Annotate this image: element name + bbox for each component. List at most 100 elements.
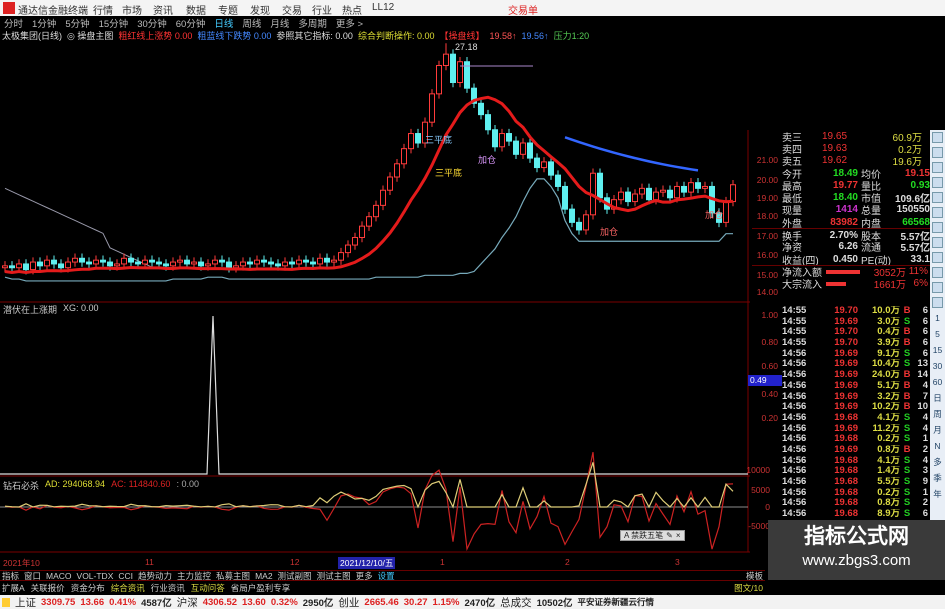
- period-tab[interactable]: 日线: [214, 19, 234, 30]
- period-tab[interactable]: 30分钟: [137, 19, 167, 30]
- period-shortcut[interactable]: 5: [935, 329, 940, 339]
- stock-name[interactable]: 太极集团(日线): [2, 31, 62, 41]
- trade-ticks-list[interactable]: 14:55 19.70 10.0万 B 6 14:55 19.69 3.0万 S 6 14:55 19…: [752, 306, 930, 520]
- info-tab[interactable]: 省局户盈利专享: [230, 582, 291, 593]
- stat-row: 净资 6.26 流通 5.57亿: [752, 241, 930, 253]
- period-tab[interactable]: 分时: [4, 19, 24, 30]
- info-tab[interactable]: 资金分布: [70, 582, 105, 593]
- toolbar-icon[interactable]: [932, 162, 943, 173]
- menu-item[interactable]: 发现: [250, 6, 270, 17]
- toolbar-icon[interactable]: [932, 132, 943, 143]
- indicator-tab[interactable]: 设置: [377, 570, 395, 581]
- toolbar-icon[interactable]: [932, 147, 943, 158]
- toolbar-icon[interactable]: [932, 207, 943, 218]
- formula-name[interactable]: ◎ 操盘主图: [67, 31, 114, 41]
- indicator-tab[interactable]: 窗口: [24, 570, 42, 581]
- menu-item[interactable]: 数据: [186, 6, 206, 17]
- period-shortcut[interactable]: 日: [933, 393, 942, 403]
- period-tab[interactable]: 多周期: [298, 19, 327, 30]
- menu-item[interactable]: 行业: [312, 6, 332, 17]
- menu-item[interactable]: 热点: [342, 6, 362, 17]
- info-tab[interactable]: 关联报价: [30, 582, 65, 593]
- indicator-tab[interactable]: 趋势动力: [138, 570, 173, 581]
- resistance-line: [4, 187, 153, 268]
- indicator-tab[interactable]: 测试主图: [316, 570, 351, 581]
- info-tab[interactable]: 扩展A: [2, 582, 25, 593]
- period-shortcut[interactable]: 多: [933, 457, 942, 467]
- toolbar-icon[interactable]: [932, 267, 943, 278]
- toolbar-icon[interactable]: [932, 177, 943, 188]
- indicator-tab[interactable]: 测试副图: [277, 570, 312, 581]
- ask-volume: 60.9万: [892, 132, 922, 143]
- index-v: 2665.46: [364, 596, 399, 608]
- toolbar-icon[interactable]: [932, 252, 943, 263]
- indicator-tab[interactable]: 指标: [2, 570, 20, 581]
- period-tab[interactable]: 更多 >: [335, 19, 364, 30]
- period-tab[interactable]: 周线: [242, 19, 262, 30]
- period-shortcut[interactable]: 60: [932, 377, 943, 387]
- indicator-tab[interactable]: VOL-TDX: [76, 570, 114, 581]
- period-shortcut[interactable]: 1: [935, 313, 940, 323]
- indicator-tab[interactable]: 私募主图: [216, 570, 251, 581]
- trade-row: 14:56 19.69 5.1万 B 4: [752, 381, 930, 392]
- menu-item[interactable]: 行情: [93, 6, 113, 17]
- menu-item[interactable]: 交易: [282, 6, 302, 17]
- flow-bar: [826, 281, 846, 286]
- toolbar-icon[interactable]: [932, 222, 943, 233]
- trade-link[interactable]: 交易单: [508, 6, 538, 17]
- ask-row[interactable]: 卖三 19.65 60.9万: [752, 130, 930, 143]
- ask-row[interactable]: 卖四 19.63 0.2万: [752, 142, 930, 155]
- info-tab[interactable]: 互动问答: [190, 582, 225, 593]
- menu-item[interactable]: LL12: [372, 2, 395, 13]
- ma-line: [4, 95, 734, 274]
- indicator-tab[interactable]: 主力监控: [177, 570, 212, 581]
- period-tab[interactable]: 1分钟: [32, 19, 57, 30]
- toolbar-icon[interactable]: [932, 192, 943, 203]
- index-c: 13.60: [242, 596, 266, 608]
- index-a: 2950亿: [302, 598, 334, 609]
- period-tab[interactable]: 月线: [270, 19, 290, 30]
- toolbar-icon[interactable]: [932, 237, 943, 248]
- trade-price: 19.68: [834, 466, 858, 477]
- period-tab[interactable]: 15分钟: [98, 19, 129, 30]
- candle: [380, 185, 386, 211]
- template-tab[interactable]: 模板: [745, 570, 763, 581]
- toolbox-label[interactable]: A 禁跌五笔: [624, 531, 664, 540]
- trade-volume: 0.2万: [877, 434, 900, 445]
- ask-row[interactable]: 卖五 19.62 19.6万: [752, 155, 930, 167]
- drawing-toolbox[interactable]: A 禁跌五笔 ✎ ×: [620, 530, 685, 541]
- indicator-tab[interactable]: 更多: [355, 570, 373, 581]
- period-shortcut[interactable]: 15: [932, 345, 943, 355]
- trade-volume: 0.8万: [877, 498, 900, 509]
- period-shortcut[interactable]: 年: [933, 489, 942, 499]
- menu-item[interactable]: 专题: [218, 6, 238, 17]
- index-name[interactable]: 上证: [15, 596, 36, 609]
- indicator-tab[interactable]: MA2: [255, 570, 273, 581]
- toolbar-icon[interactable]: [932, 282, 943, 293]
- graphic-tab[interactable]: 图文/10: [734, 582, 763, 593]
- market-icon[interactable]: [2, 597, 10, 607]
- period-shortcut[interactable]: N: [934, 441, 941, 451]
- candle: [611, 194, 617, 214]
- period-tab[interactable]: 60分钟: [175, 19, 206, 30]
- candle: [352, 232, 358, 250]
- index-name[interactable]: 创业: [338, 596, 360, 609]
- period-shortcut[interactable]: 季: [933, 473, 942, 483]
- info-tab[interactable]: 行业资讯: [150, 582, 185, 593]
- trade-price: 19.68: [834, 487, 858, 498]
- period-shortcut[interactable]: 30: [932, 361, 943, 371]
- toolbar-icon[interactable]: [932, 297, 943, 308]
- info-tab[interactable]: 综合资讯: [110, 582, 145, 593]
- close-icon[interactable]: ×: [675, 531, 681, 540]
- period-shortcut[interactable]: 月: [933, 425, 942, 435]
- period-tab[interactable]: 5分钟: [65, 19, 90, 30]
- app-logo-icon: [3, 2, 15, 14]
- indicator-tab[interactable]: CCI: [118, 570, 134, 581]
- menu-item[interactable]: 资讯: [153, 6, 173, 17]
- indicator-tab[interactable]: MACO: [46, 570, 72, 581]
- menu-item[interactable]: 市场: [122, 6, 142, 17]
- index-name[interactable]: 沪深: [176, 596, 198, 609]
- pin-icon[interactable]: ✎: [666, 531, 673, 540]
- period-shortcut[interactable]: 周: [933, 409, 942, 419]
